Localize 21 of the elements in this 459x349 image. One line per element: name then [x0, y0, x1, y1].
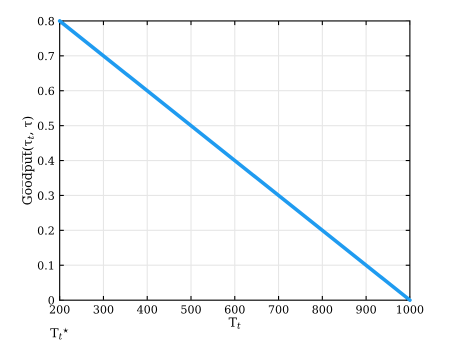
x-tick-label: 300 — [94, 305, 114, 314]
y-tick-label: 0.1 — [38, 261, 54, 270]
y-tick-label: 0.7 — [38, 52, 54, 60]
x-tick-label: 800 — [312, 305, 332, 314]
y-tick-label: 0 — [48, 296, 54, 305]
y-axis-title: G̅o̅o̅d̅p̅u̅t̅(τ$_{t}$, τ) — [22, 116, 34, 205]
x-tick-label: 400 — [136, 305, 158, 314]
x-tick-label: 900 — [356, 305, 376, 314]
x-tick-label: 500 — [181, 305, 201, 314]
x-tick-label: 1000 — [397, 305, 424, 314]
x-axis-title: T$_{t}$ — [228, 318, 241, 329]
text: T$_{t}$$^{⋆}$ — [50, 328, 68, 340]
y-tick-label: 0.3 — [38, 191, 54, 200]
y-tick-label: 0.5 — [38, 122, 54, 130]
x-tick-label: 200 — [50, 305, 70, 314]
x-tick-label: 600 — [224, 305, 245, 314]
y-tick-label: 0.2 — [38, 226, 54, 235]
y-tick-label: 0.4 — [38, 156, 54, 165]
y-tick-label: 0.8 — [38, 16, 54, 26]
y-tick-label: 0.6 — [38, 86, 54, 96]
x-tick-label: 700 — [268, 305, 288, 314]
